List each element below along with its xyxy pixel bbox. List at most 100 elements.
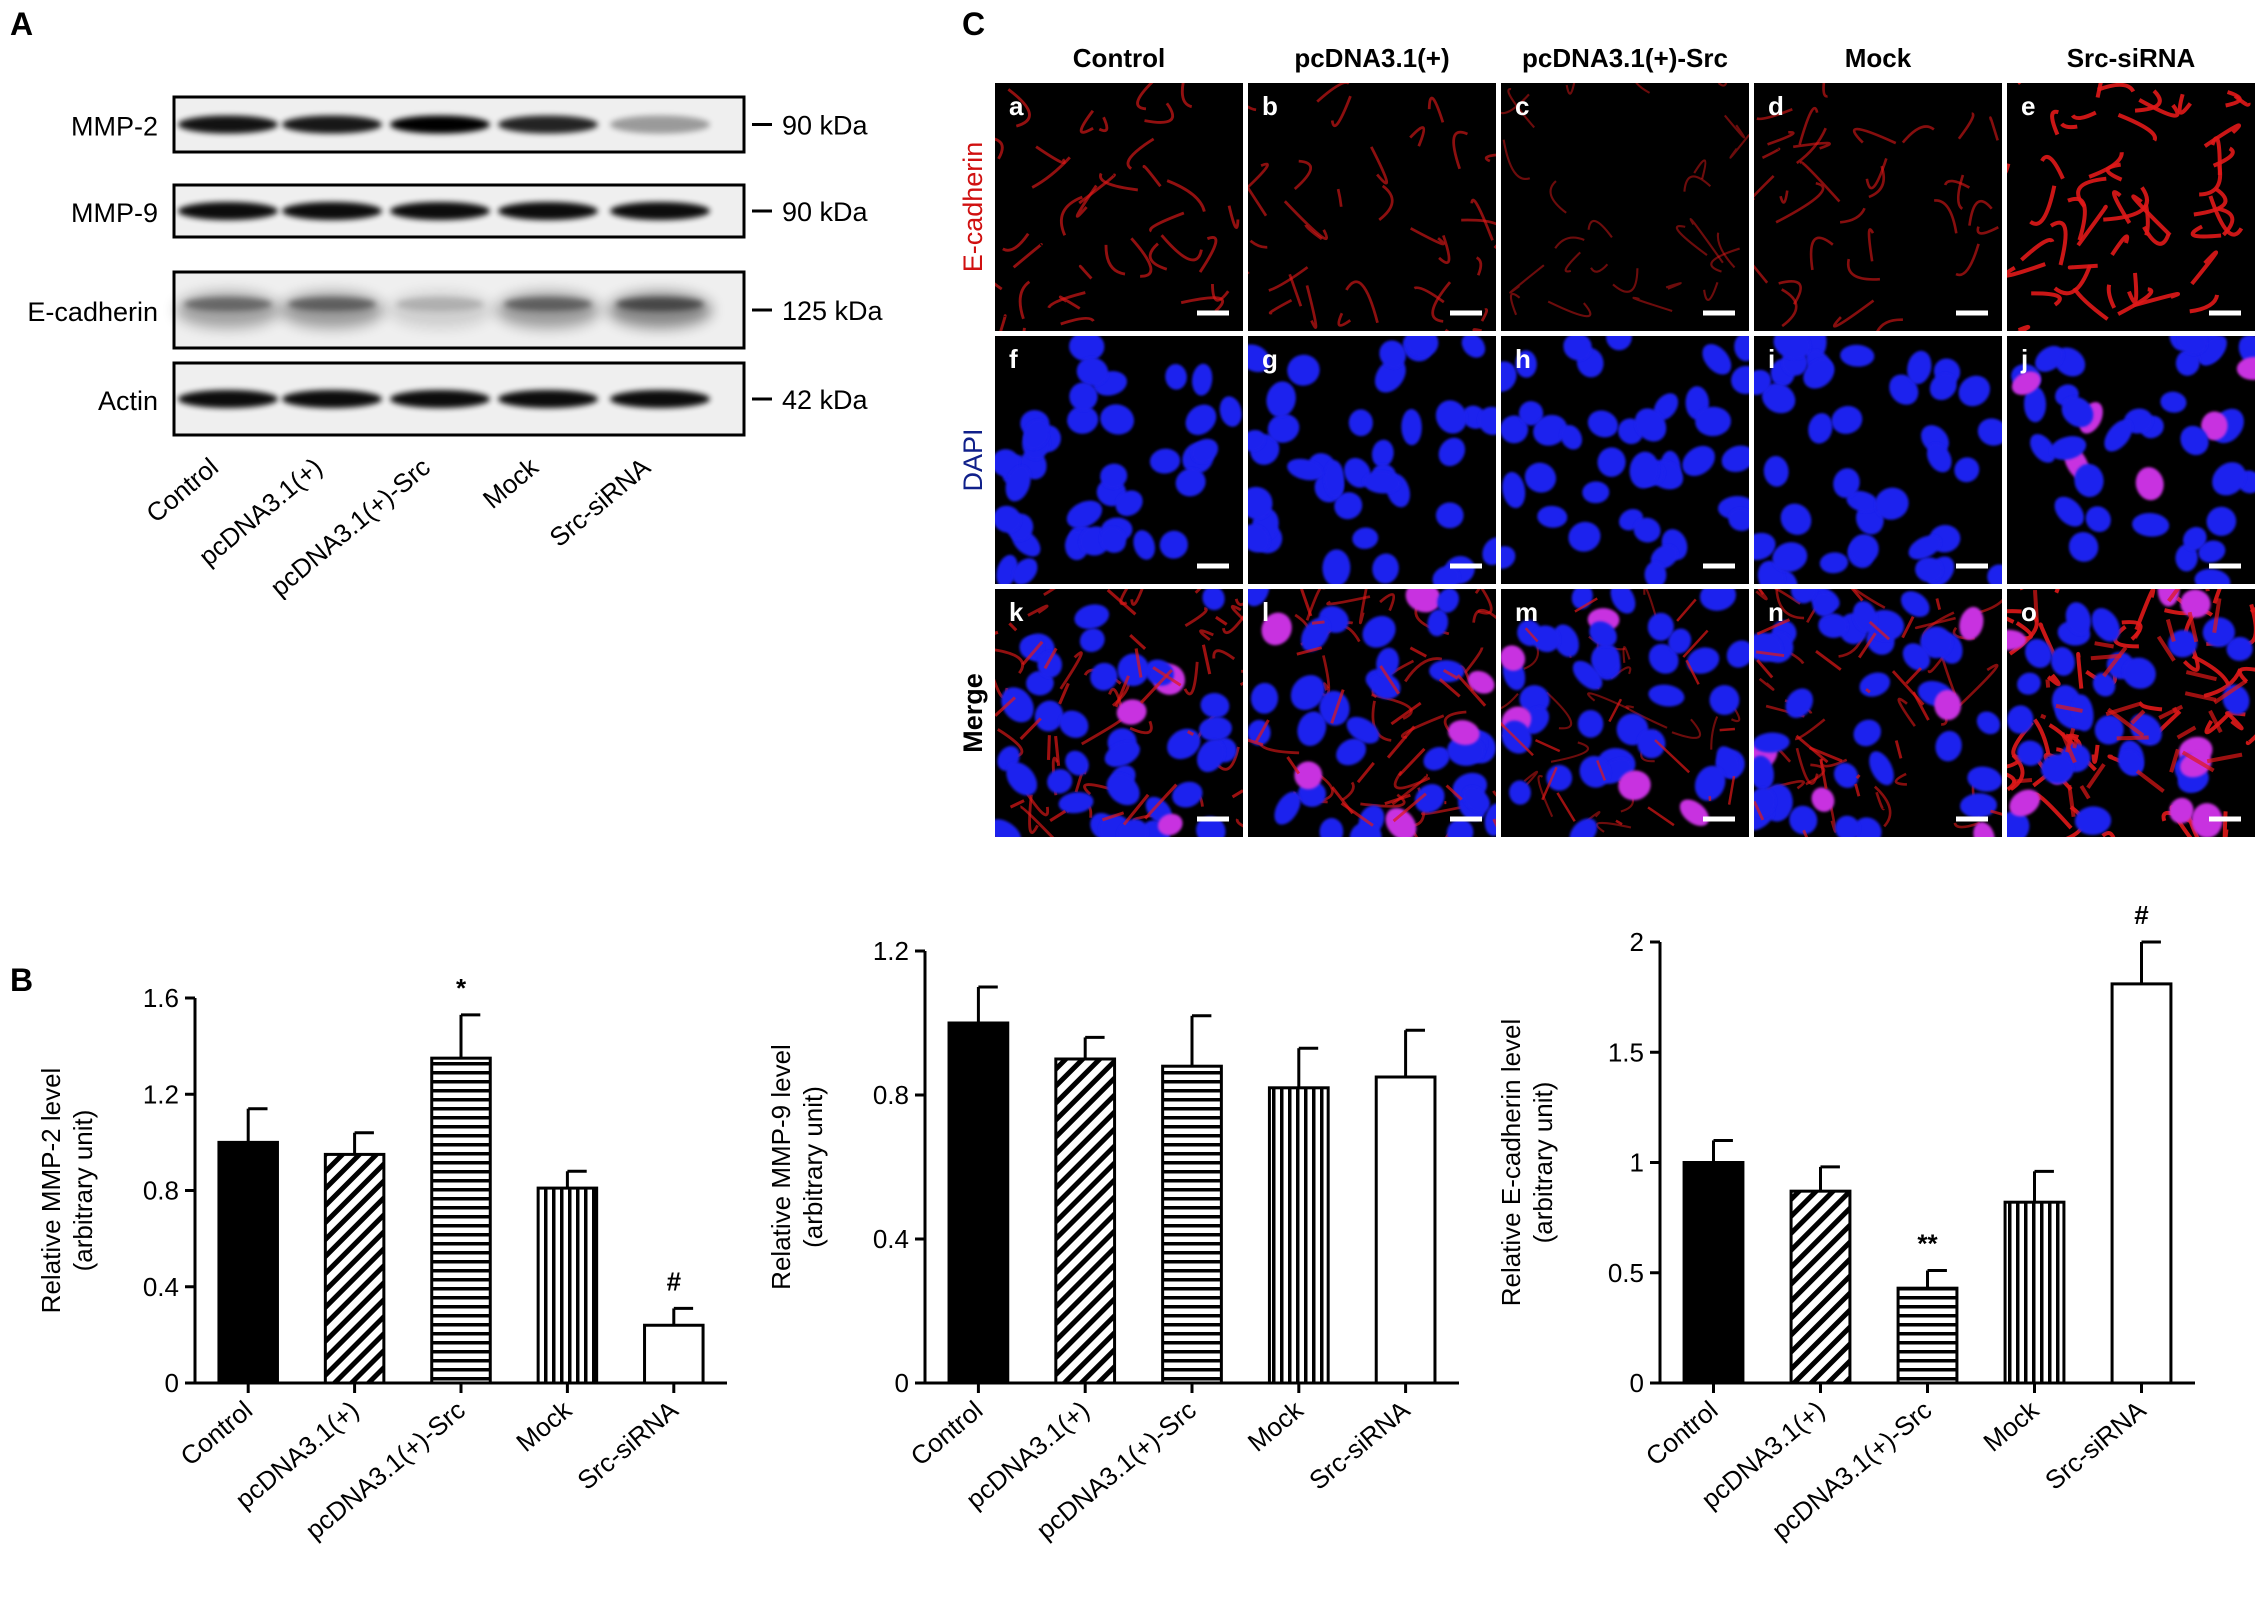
y-tick-label: 0.4 (873, 1224, 909, 1254)
nucleus (1372, 553, 1399, 584)
blot-band (390, 390, 490, 408)
nucleus (1754, 732, 1790, 753)
size-marker-label: 125 kDa (782, 296, 884, 326)
membrane-stain (999, 314, 1007, 331)
nucleus (1066, 500, 1103, 529)
bar (2110, 982, 2173, 1385)
membrane-stain (2117, 112, 2157, 142)
membrane-stain (1564, 251, 1581, 273)
nucleus (2011, 371, 2041, 395)
membrane-stain (2111, 190, 2132, 225)
micrograph-background (1248, 83, 1496, 331)
nucleus (2175, 349, 2200, 376)
nucleus (1067, 405, 1099, 434)
nucleus (1248, 344, 1271, 373)
membrane-stain (1130, 589, 1144, 606)
nucleus (2049, 436, 2087, 460)
membrane-stain (1590, 263, 1609, 273)
membrane-stain (2127, 272, 2139, 304)
nucleus (1812, 592, 1837, 617)
bar (1789, 1189, 1852, 1385)
nucleus (1248, 486, 1273, 520)
membrane-stain (1114, 675, 1130, 708)
membrane-stain (1800, 161, 1841, 203)
membrane-stain (1098, 116, 1109, 133)
nucleus (1157, 813, 1183, 836)
membrane-stain (1798, 106, 1819, 146)
column-header: Control (1073, 43, 1165, 73)
nucleus (1501, 546, 1516, 569)
micrograph-letter: g (1262, 344, 1278, 374)
nucleus (1618, 770, 1651, 801)
column-header: pcDNA3.1(+)-Src (1522, 43, 1728, 73)
membrane-stain (1815, 649, 1842, 671)
membrane-stain (2217, 206, 2235, 237)
membrane-stain (2040, 713, 2047, 720)
membrane-stain (1322, 682, 1330, 691)
membrane-stain (995, 648, 1025, 675)
membrane-stain (1122, 793, 1150, 826)
nucleus (1447, 720, 1480, 746)
significance-mark: ** (1917, 1229, 1938, 1259)
nucleus (1647, 612, 1674, 641)
membrane-stain (1326, 595, 1371, 606)
membrane-stain (1625, 705, 1668, 729)
y-axis-label: Relative E-cadherin level (1500, 1019, 1526, 1307)
membrane-stain (1180, 296, 1224, 313)
membrane-stain (1754, 800, 1765, 821)
membrane-stain (1452, 130, 1469, 170)
membrane-stain (2245, 734, 2255, 746)
nucleus (1977, 418, 2002, 446)
membrane-stain (1501, 721, 1534, 757)
membrane-stain (2032, 589, 2039, 622)
nucleus (1902, 643, 1931, 671)
nucleus (1959, 606, 1984, 641)
blot-band (396, 297, 484, 311)
micrograph-background (995, 83, 1243, 331)
nucleus (1833, 468, 1860, 498)
nucleus (1427, 609, 1449, 637)
membrane-stain (2187, 611, 2199, 643)
membrane-stain (2046, 673, 2061, 687)
nucleus (996, 554, 1018, 584)
nucleus (1926, 442, 1952, 473)
nucleus (1808, 413, 1833, 444)
membrane-stain (1268, 298, 1293, 315)
nucleus (1695, 406, 1732, 437)
membrane-stain (1461, 218, 1496, 249)
membrane-stain (1028, 794, 1039, 834)
nucleus (1533, 414, 1568, 446)
membrane-stain (1767, 131, 1795, 146)
membrane-stain (2134, 589, 2156, 631)
bar (947, 1021, 1010, 1385)
membrane-stain (1404, 657, 1443, 683)
membrane-stain (1802, 829, 1809, 837)
blot-row-4: Actin 42 kDa (98, 361, 869, 437)
nucleus (2009, 789, 2040, 817)
nucleus (2061, 396, 2094, 428)
membrane-stain (1472, 608, 1496, 623)
membrane-stain (1507, 88, 1536, 129)
nucleus (2117, 749, 2144, 776)
panel-label-c: C (962, 6, 986, 42)
membrane-stain (2135, 769, 2165, 793)
nucleus (1553, 624, 1579, 658)
membrane-stain (2177, 93, 2192, 115)
membrane-stain (1647, 806, 1675, 827)
membrane-stain (2105, 701, 2141, 717)
membrane-stain (1953, 821, 1981, 829)
size-marker-label: 42 kDa (782, 385, 869, 415)
membrane-stain (1901, 125, 1935, 144)
membrane-stain (1654, 739, 1691, 774)
membrane-stain (1230, 604, 1243, 621)
membrane-stain (1758, 677, 1775, 691)
nucleus (1633, 517, 1661, 543)
membrane-stain (2116, 735, 2149, 741)
nucleus (1065, 750, 1089, 776)
membrane-stain (1912, 691, 1930, 721)
nucleus (1907, 350, 1932, 385)
membrane-stain (1897, 697, 1916, 727)
membrane-stain (2040, 155, 2065, 180)
lane-label: Src-siRNA (544, 451, 657, 552)
nucleus (1734, 336, 1749, 362)
